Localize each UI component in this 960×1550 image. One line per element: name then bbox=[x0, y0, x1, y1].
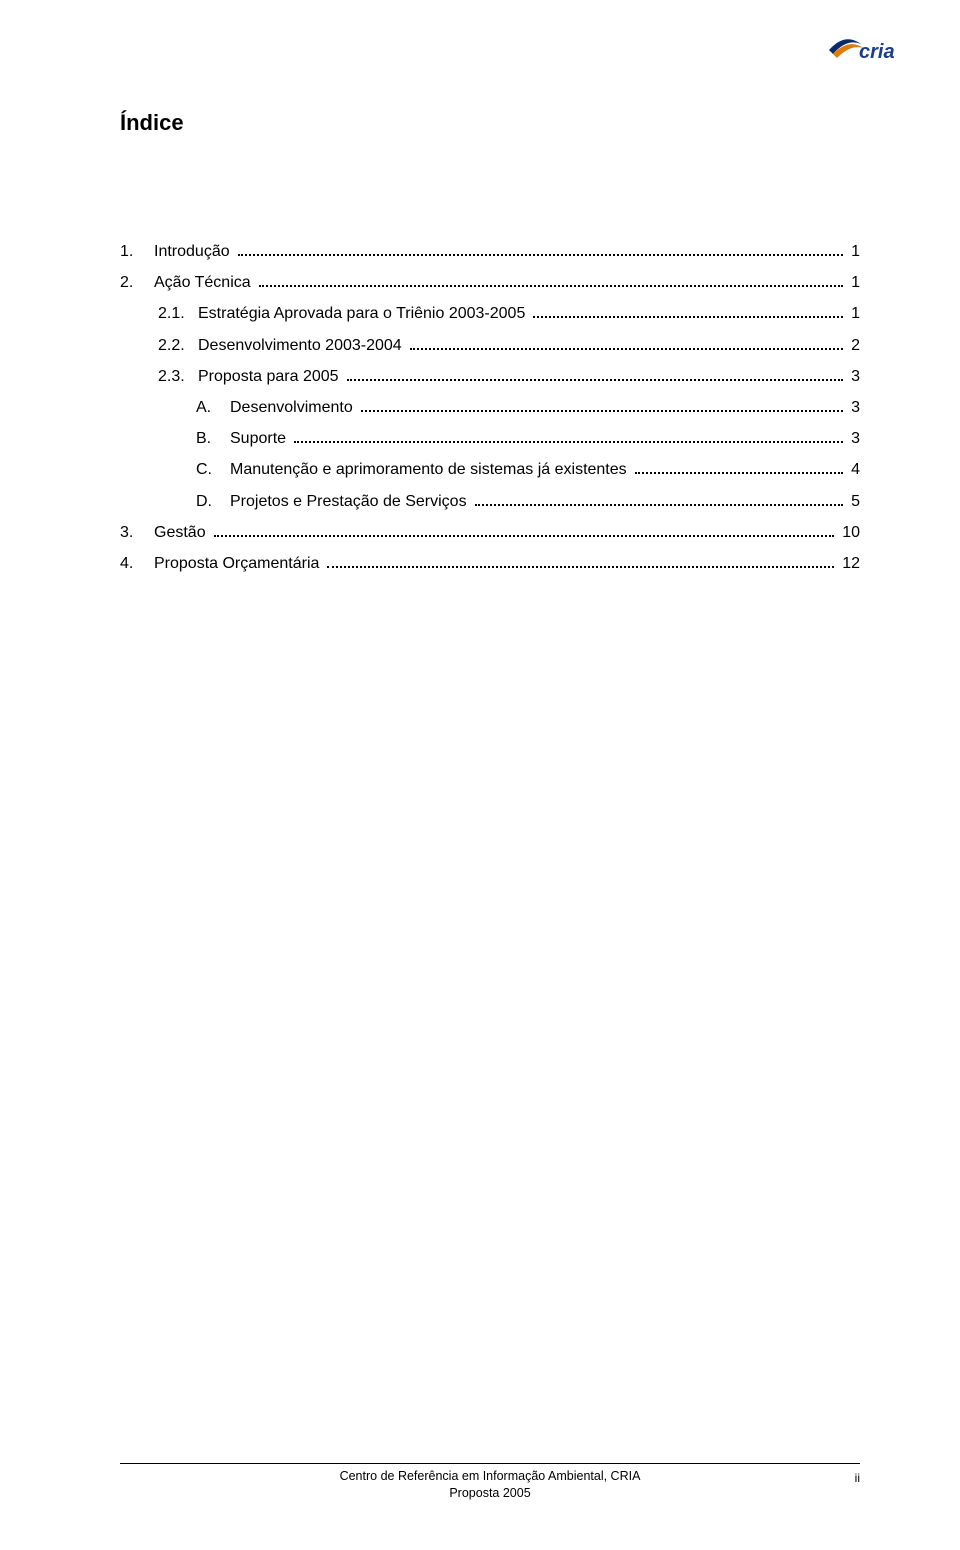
toc-number: 2.2. bbox=[158, 330, 198, 361]
toc-page-number: 10 bbox=[838, 517, 860, 548]
table-of-contents: 1.Introdução12.Ação Técnica12.1.Estratég… bbox=[120, 236, 860, 579]
toc-row: C.Manutenção e aprimoramento de sistemas… bbox=[120, 454, 860, 485]
toc-page-number: 4 bbox=[847, 454, 860, 485]
page-footer: Centro de Referência em Informação Ambie… bbox=[120, 1463, 860, 1502]
brand-logo: cria bbox=[827, 28, 905, 68]
toc-label: Desenvolvimento bbox=[230, 392, 357, 423]
toc-leader-dots bbox=[475, 504, 844, 506]
page-title: Índice bbox=[120, 110, 860, 136]
toc-row: 2.3.Proposta para 2005 3 bbox=[120, 361, 860, 392]
footer-page-number: ii bbox=[855, 1471, 860, 1485]
toc-number: 4. bbox=[120, 548, 154, 579]
toc-row: 2.2.Desenvolvimento 2003-2004 2 bbox=[120, 330, 860, 361]
footer-line-1: Centro de Referência em Informação Ambie… bbox=[340, 1469, 641, 1483]
toc-leader-dots bbox=[214, 535, 835, 537]
toc-label: Manutenção e aprimoramento de sistemas j… bbox=[230, 454, 631, 485]
toc-row: 4.Proposta Orçamentária 12 bbox=[120, 548, 860, 579]
toc-label: Proposta para 2005 bbox=[198, 361, 343, 392]
toc-leader-dots bbox=[327, 566, 834, 568]
toc-leader-dots bbox=[238, 254, 843, 256]
toc-page-number: 1 bbox=[847, 298, 860, 329]
toc-label: Proposta Orçamentária bbox=[154, 548, 323, 579]
toc-leader-dots bbox=[259, 285, 843, 287]
toc-number: 2. bbox=[120, 267, 154, 298]
toc-page-number: 5 bbox=[847, 486, 860, 517]
toc-number: 3. bbox=[120, 517, 154, 548]
toc-page-number: 12 bbox=[838, 548, 860, 579]
toc-number: D. bbox=[196, 486, 230, 517]
logo-icon: cria bbox=[827, 28, 905, 68]
toc-page-number: 1 bbox=[847, 267, 860, 298]
toc-row: D.Projetos e Prestação de Serviços 5 bbox=[120, 486, 860, 517]
footer-rule bbox=[120, 1463, 860, 1464]
toc-label: Suporte bbox=[230, 423, 290, 454]
toc-label: Projetos e Prestação de Serviços bbox=[230, 486, 471, 517]
toc-leader-dots bbox=[294, 441, 843, 443]
toc-page-number: 3 bbox=[847, 361, 860, 392]
document-page: cria Índice 1.Introdução12.Ação Técnica1… bbox=[0, 0, 960, 1550]
toc-label: Ação Técnica bbox=[154, 267, 255, 298]
toc-row: 2.1.Estratégia Aprovada para o Triênio 2… bbox=[120, 298, 860, 329]
toc-leader-dots bbox=[635, 472, 843, 474]
toc-page-number: 3 bbox=[847, 423, 860, 454]
toc-row: 1.Introdução 1 bbox=[120, 236, 860, 267]
toc-label: Gestão bbox=[154, 517, 210, 548]
toc-row: A.Desenvolvimento 3 bbox=[120, 392, 860, 423]
toc-row: 3.Gestão 10 bbox=[120, 517, 860, 548]
toc-label: Estratégia Aprovada para o Triênio 2003-… bbox=[198, 298, 529, 329]
toc-label: Desenvolvimento 2003-2004 bbox=[198, 330, 406, 361]
toc-number: A. bbox=[196, 392, 230, 423]
toc-number: C. bbox=[196, 454, 230, 485]
toc-leader-dots bbox=[361, 410, 843, 412]
toc-leader-dots bbox=[347, 379, 844, 381]
toc-row: B.Suporte 3 bbox=[120, 423, 860, 454]
toc-leader-dots bbox=[533, 316, 843, 318]
toc-label: Introdução bbox=[154, 236, 234, 267]
toc-page-number: 1 bbox=[847, 236, 860, 267]
toc-number: 2.1. bbox=[158, 298, 198, 329]
toc-number: 1. bbox=[120, 236, 154, 267]
toc-page-number: 3 bbox=[847, 392, 860, 423]
toc-page-number: 2 bbox=[847, 330, 860, 361]
toc-row: 2.Ação Técnica 1 bbox=[120, 267, 860, 298]
footer-text: Centro de Referência em Informação Ambie… bbox=[120, 1468, 860, 1502]
toc-leader-dots bbox=[410, 348, 843, 350]
svg-text:cria: cria bbox=[859, 41, 895, 63]
toc-number: B. bbox=[196, 423, 230, 454]
toc-number: 2.3. bbox=[158, 361, 198, 392]
footer-line-2: Proposta 2005 bbox=[449, 1486, 530, 1500]
